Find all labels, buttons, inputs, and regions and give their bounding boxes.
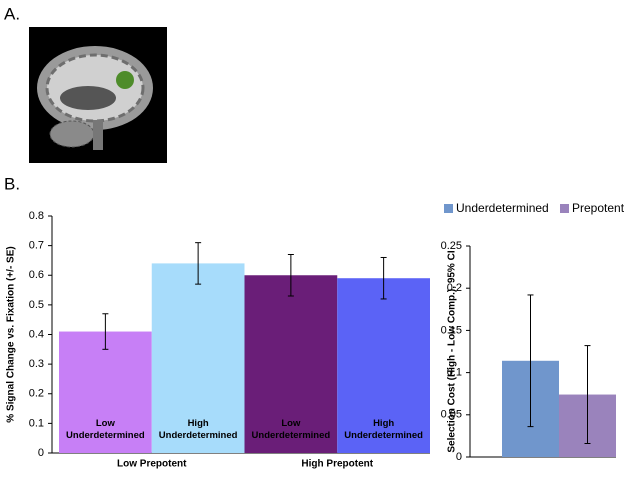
y-axis-label: Selection Cost (High - Low Comp.), 95% C… bbox=[447, 250, 458, 452]
brain-image bbox=[29, 27, 167, 163]
category-label-box: Low Underdetermined bbox=[66, 418, 145, 441]
y-tick-label: 0.7 bbox=[29, 240, 44, 252]
category-label: Low Underdetermined bbox=[251, 418, 331, 441]
category-label: Low Underdetermined bbox=[66, 418, 145, 441]
group-label: Low Prepotent bbox=[117, 459, 187, 470]
y-tick-label: 0.1 bbox=[29, 417, 44, 429]
category-label-box: High Underdetermined bbox=[158, 418, 238, 441]
error-bar bbox=[584, 345, 591, 444]
error-bar bbox=[102, 313, 109, 350]
category-label-box: Low Underdetermined bbox=[251, 418, 331, 441]
y-tick-label: 0.3 bbox=[29, 358, 44, 370]
y-tick-label: 0.2 bbox=[29, 388, 44, 400]
panel-label: B. bbox=[4, 174, 20, 193]
y-tick-label: 0.15 bbox=[441, 324, 462, 336]
y-tick-label: 0.05 bbox=[441, 409, 462, 421]
y-axis-label: % Signal Change vs. Fixation (+/- SE) bbox=[6, 246, 17, 422]
y-tick-label: 0 bbox=[456, 451, 462, 463]
group-label: High Prepotent bbox=[301, 459, 373, 470]
legend-label: Underdetermined bbox=[456, 201, 549, 215]
error-bar bbox=[287, 254, 294, 297]
y-tick-label: 0.8 bbox=[29, 210, 44, 222]
y-tick-label: 0.1 bbox=[447, 367, 462, 379]
category-label: High Underdetermined bbox=[344, 418, 423, 441]
legend-swatch bbox=[560, 204, 569, 213]
category-label-box: High Underdetermined bbox=[344, 418, 423, 441]
legend-swatch bbox=[444, 204, 453, 213]
error-bar bbox=[527, 294, 534, 428]
y-tick-label: 0.5 bbox=[29, 299, 44, 311]
y-tick-label: 0 bbox=[38, 447, 44, 459]
bar bbox=[337, 278, 430, 453]
panel-label: A. bbox=[4, 4, 20, 23]
bar bbox=[244, 275, 338, 453]
bar bbox=[59, 331, 152, 453]
category-label: High Underdetermined bbox=[158, 418, 238, 441]
y-tick-label: 0.25 bbox=[441, 240, 462, 252]
y-tick-label: 0.2 bbox=[447, 282, 462, 294]
y-tick-label: 0.4 bbox=[29, 328, 44, 340]
legend-label: Prepotent bbox=[572, 201, 625, 215]
error-bar bbox=[195, 242, 202, 285]
y-tick-label: 0.6 bbox=[29, 269, 44, 281]
bar bbox=[151, 263, 245, 453]
error-bar bbox=[380, 256, 387, 300]
